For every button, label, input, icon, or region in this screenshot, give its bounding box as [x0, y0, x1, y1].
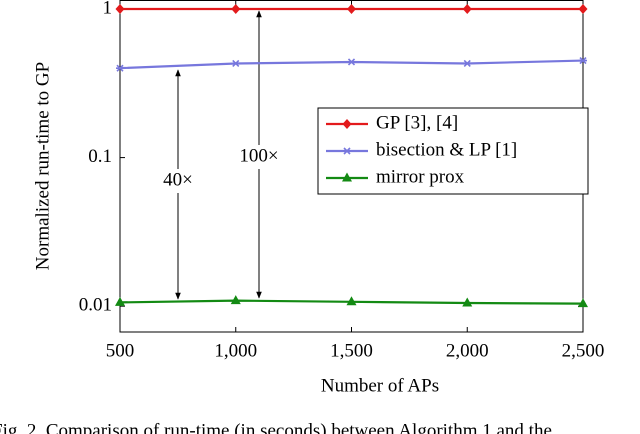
annotation-bg	[226, 145, 292, 169]
point	[578, 298, 588, 308]
caption: Fig. 2. Comparison of run-time (in secon…	[0, 420, 552, 434]
annotation: 100×	[239, 145, 278, 166]
y-tick-label: 1	[103, 0, 113, 18]
point	[115, 4, 125, 15]
annotation: 40×	[163, 169, 193, 190]
point	[578, 4, 588, 15]
point	[462, 297, 473, 307]
x-tick-label: 1,000	[214, 340, 257, 361]
point	[231, 59, 240, 68]
annotation-bg	[152, 169, 204, 193]
point	[462, 4, 472, 15]
x-tick-label: 1,500	[330, 340, 373, 361]
legend-marker	[343, 147, 351, 155]
legend-marker	[342, 119, 352, 129]
point	[115, 296, 125, 306]
y-axis-label: Normalized run-time to GP	[32, 62, 53, 270]
y-tick-label: 0.01	[79, 295, 112, 316]
point	[463, 59, 472, 68]
legend-marker	[342, 172, 352, 182]
legend-label: bisection & LP [1]	[376, 139, 517, 160]
point	[579, 56, 587, 65]
legend-label: GP [3], [4]	[376, 112, 458, 133]
point	[347, 58, 356, 66]
point	[346, 296, 357, 306]
x-axis-label: Number of APs	[321, 375, 439, 396]
x-tick-label: 500	[106, 340, 135, 361]
x-tick-label: 2,500	[562, 340, 605, 361]
y-tick-label: 0.1	[88, 146, 112, 167]
x-tick-label: 2,000	[446, 340, 489, 361]
legend-label: mirror prox	[376, 166, 465, 187]
point	[347, 4, 356, 15]
point	[230, 295, 241, 305]
point	[116, 64, 124, 72]
point	[231, 4, 241, 15]
